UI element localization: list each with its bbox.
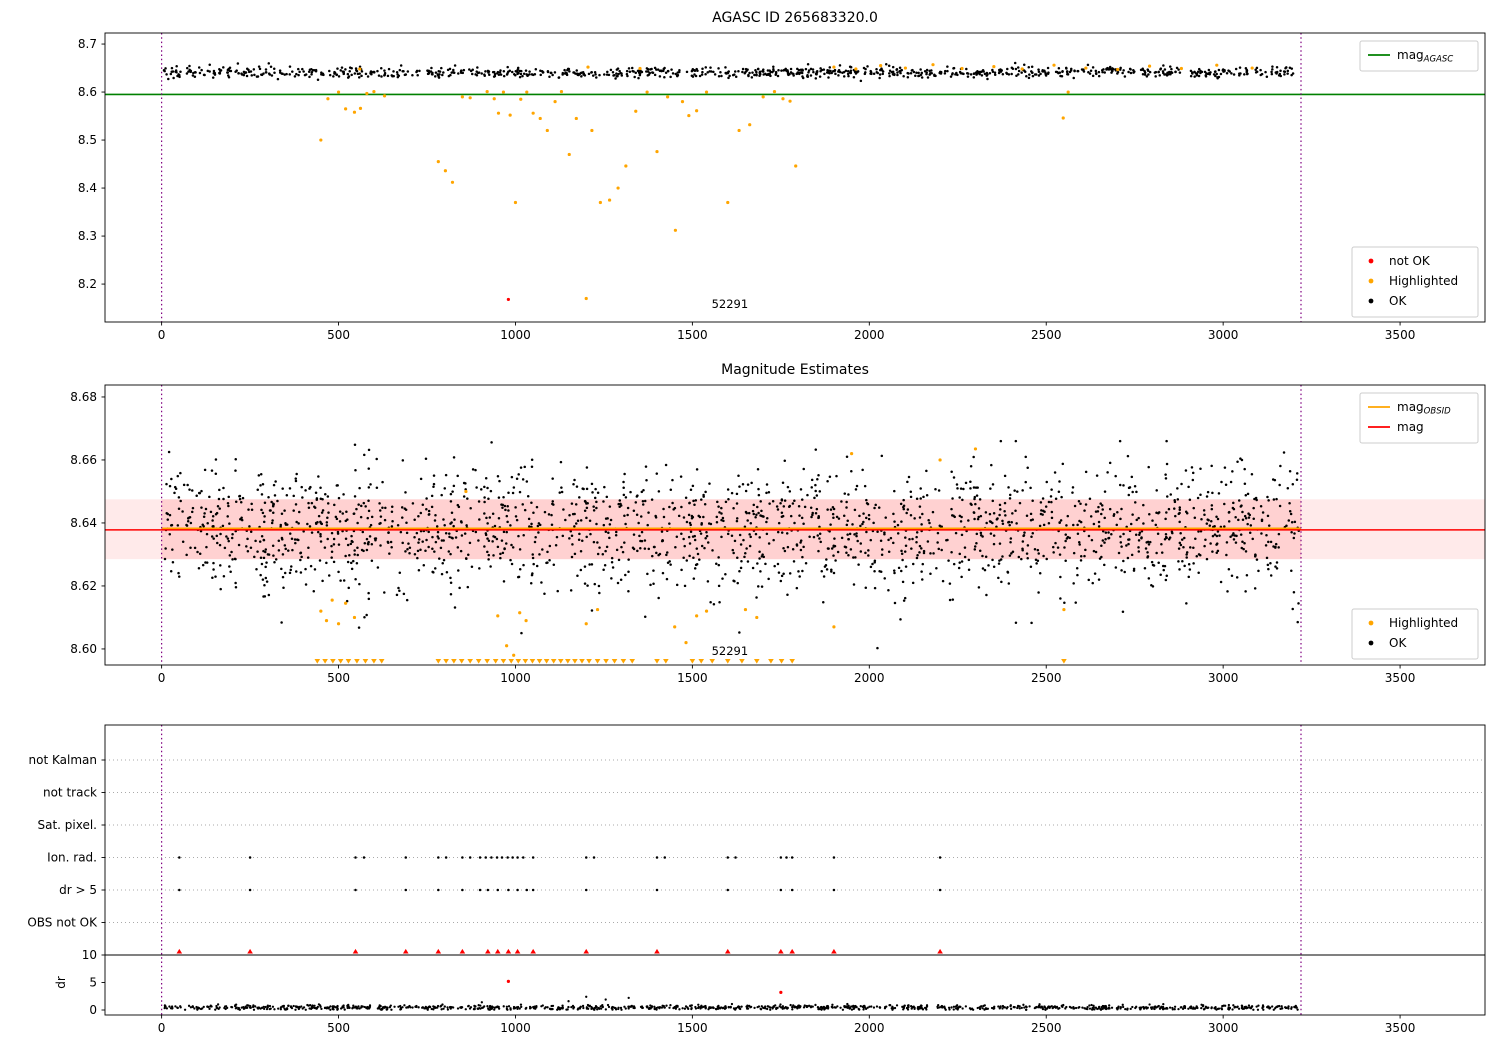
x-tick-label: 3500 [1385, 1021, 1416, 1035]
x-tick-label: 0 [158, 1021, 166, 1035]
x-tick-label: 3000 [1208, 671, 1239, 685]
obsid-boundary-vlines [161, 33, 1302, 322]
dr-tick-label: 0 [89, 1003, 97, 1017]
x-tick-label: 0 [158, 671, 166, 685]
x-tick-label: 500 [327, 1021, 350, 1035]
category-label: dr > 5 [59, 883, 97, 897]
event-row-3 [178, 856, 942, 859]
y-tick-label: 8.62 [70, 579, 97, 593]
x-tick-label: 2000 [854, 328, 885, 342]
y-tick-label: 8.5 [78, 133, 97, 147]
y-tick-label: 8.7 [78, 37, 97, 51]
scatter-not-ok [506, 297, 510, 302]
category-label: Ion. rad. [47, 851, 97, 865]
y-tick-label: 8.6 [78, 85, 97, 99]
y-tick-label: 8.68 [70, 390, 97, 404]
y-tick-label: 8.66 [70, 453, 97, 467]
legend-point-types: Highlighted OK [1351, 608, 1479, 660]
scatter-ok [162, 61, 1295, 83]
legend-mag-agasc: magAGASC [1359, 40, 1479, 72]
x-tick-label: 3000 [1208, 1021, 1239, 1035]
plot-flags-dr: not Kalman not track Sat. pixel. Ion. rad. d… [27, 725, 1485, 1017]
legend-label: mag [1397, 420, 1424, 434]
x-tick-label: 1000 [500, 328, 531, 342]
dr-axis-label: dr [54, 976, 68, 989]
dr-trace [163, 995, 1299, 1011]
x-tick-label: 2500 [1031, 671, 1062, 685]
y-tick-label: 8.60 [70, 642, 97, 656]
x-tick-label: 3500 [1385, 328, 1416, 342]
category-label: not track [43, 786, 97, 800]
scatter-highlighted [319, 63, 1254, 301]
x-tick-label: 2000 [854, 671, 885, 685]
event-row-4 [178, 888, 942, 892]
x-tick-label: 2000 [854, 1021, 885, 1035]
clipped-low-markers [314, 659, 1067, 664]
legend-label: Highlighted [1389, 616, 1458, 630]
x-tick-label: 3500 [1385, 671, 1416, 685]
x-tick-label: 2500 [1031, 328, 1062, 342]
dr-tick-label: 10 [82, 948, 97, 962]
plot-title: Magnitude Estimates [721, 362, 869, 378]
category-label: OBS not OK [27, 916, 98, 930]
plot3-frame: 0 500 1000 1500 2000 2500 3000 3500 [104, 724, 1486, 1035]
plot-magnitude-estimates: Magnitude Estimates 52291 [105, 362, 1485, 665]
x-tick-label: 1500 [677, 328, 708, 342]
y-tick-label: 8.2 [78, 277, 97, 291]
category-label: Sat. pixel. [37, 818, 97, 832]
x-tick-label: 500 [327, 671, 350, 685]
y-tick-label: 8.3 [78, 229, 97, 243]
legend-label: not OK [1389, 254, 1431, 268]
dr-tick-label: 5 [89, 976, 97, 990]
x-tick-label: 1500 [677, 1021, 708, 1035]
x-tick-label: 0 [158, 328, 166, 342]
scatter-highlighted [319, 447, 1066, 657]
plot2-frame: 0 500 1000 1500 2000 2500 3000 3500 8.60 8.62 8.64… [70, 384, 1486, 685]
plot-title: AGASC ID 265683320.0 [712, 10, 878, 26]
x-tick-label: 3000 [1208, 328, 1239, 342]
plot-agasc-mag: AGASC ID 265683320.0 52291 [105, 10, 1485, 322]
x-tick-label: 1000 [500, 671, 531, 685]
legend-point-types: not OK Highlighted OK [1351, 246, 1479, 318]
category-label: not Kalman [29, 753, 97, 767]
x-tick-label: 2500 [1031, 1021, 1062, 1035]
obsid-boundary-vlines [161, 725, 1302, 1015]
y-tick-label: 8.64 [70, 516, 97, 530]
obsid-annotation: 52291 [712, 644, 749, 658]
obsid-boundary-vlines [161, 385, 1302, 665]
legend-label: OK [1389, 294, 1407, 308]
obsid-annotation: 52291 [712, 297, 749, 311]
x-tick-label: 1500 [677, 671, 708, 685]
dr-not-ok [176, 948, 943, 995]
x-tick-label: 500 [327, 328, 350, 342]
x-tick-label: 1000 [500, 1021, 531, 1035]
y-tick-label: 8.4 [78, 181, 97, 195]
plot1-frame: 0 500 1000 1500 2000 2500 3000 3500 8.2 8.3 8.4 8.5… [78, 32, 1486, 342]
legend-label: Highlighted [1389, 274, 1458, 288]
legend-label: OK [1389, 636, 1407, 650]
